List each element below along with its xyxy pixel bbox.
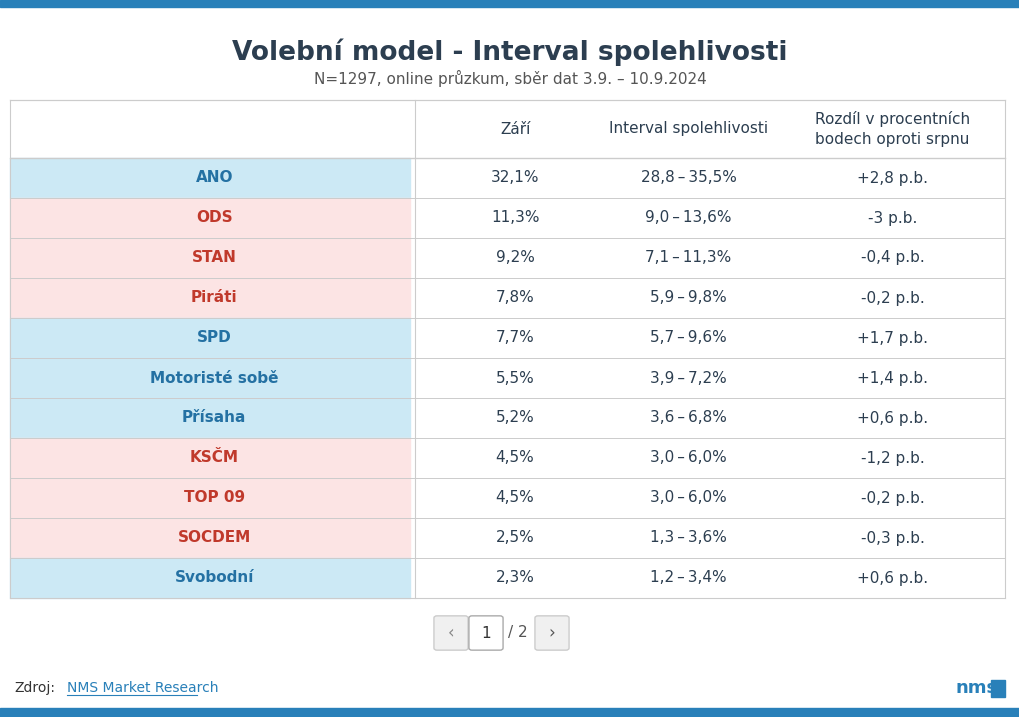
Text: TOP 09: TOP 09 (183, 490, 245, 505)
Text: +1,4 p.b.: +1,4 p.b. (856, 371, 927, 386)
Bar (10, 198, 410, 238)
Bar (10, 238, 410, 278)
Text: 9,2%: 9,2% (495, 250, 534, 265)
FancyBboxPatch shape (433, 616, 468, 650)
Text: 1: 1 (481, 625, 490, 640)
Text: -1,2 p.b.: -1,2 p.b. (860, 450, 923, 465)
Text: SOCDEM: SOCDEM (177, 531, 251, 546)
Text: -0,2 p.b.: -0,2 p.b. (860, 290, 923, 305)
Text: 3,0 – 6,0%: 3,0 – 6,0% (649, 490, 727, 505)
Text: 32,1%: 32,1% (490, 171, 539, 186)
FancyBboxPatch shape (534, 616, 569, 650)
Bar (990, 680, 1004, 696)
Text: 5,7 – 9,6%: 5,7 – 9,6% (649, 331, 727, 346)
Text: Motoristé sobě: Motoristé sobě (150, 371, 278, 386)
Text: 2,5%: 2,5% (495, 531, 534, 546)
Text: 5,5%: 5,5% (495, 371, 534, 386)
Bar (10, 518, 410, 558)
Text: NMS Market Research: NMS Market Research (67, 681, 218, 695)
Text: Rozdíl v procentních
bodech oproti srpnu: Rozdíl v procentních bodech oproti srpnu (814, 111, 969, 146)
Text: 5,2%: 5,2% (495, 411, 534, 425)
Text: +2,8 p.b.: +2,8 p.b. (856, 171, 927, 186)
Text: nms: nms (955, 679, 998, 697)
Bar (10, 278, 410, 318)
Text: 28,8 – 35,5%: 28,8 – 35,5% (640, 171, 736, 186)
Text: 9,0 – 13,6%: 9,0 – 13,6% (645, 211, 731, 226)
Text: 5,9 – 9,8%: 5,9 – 9,8% (649, 290, 727, 305)
Text: N=1297, online průzkum, sběr dat 3.9. – 10.9.2024: N=1297, online průzkum, sběr dat 3.9. – … (313, 70, 706, 87)
Text: 3,6 – 6,8%: 3,6 – 6,8% (649, 411, 727, 425)
Text: 7,1 – 11,3%: 7,1 – 11,3% (645, 250, 731, 265)
Text: Zdroj:: Zdroj: (14, 681, 55, 695)
Text: -0,4 p.b.: -0,4 p.b. (860, 250, 923, 265)
Text: Piráti: Piráti (191, 290, 237, 305)
Text: 1,2 – 3,4%: 1,2 – 3,4% (649, 571, 727, 586)
Text: 2,3%: 2,3% (495, 571, 534, 586)
Text: Svobodní: Svobodní (174, 571, 254, 586)
Text: 1,3 – 3,6%: 1,3 – 3,6% (649, 531, 727, 546)
Text: Interval spolehlivosti: Interval spolehlivosti (608, 121, 767, 136)
Text: ODS: ODS (196, 211, 232, 226)
Bar (0, 708, 1019, 717)
Bar (10, 158, 410, 198)
Text: 11,3%: 11,3% (490, 211, 539, 226)
Text: 4,5%: 4,5% (495, 450, 534, 465)
Bar (10, 358, 410, 398)
Text: +1,7 p.b.: +1,7 p.b. (856, 331, 927, 346)
Text: 4,5%: 4,5% (495, 490, 534, 505)
Text: Volební model - Interval spolehlivosti: Volební model - Interval spolehlivosti (232, 38, 787, 66)
Bar (0, 0, 1019, 7)
Text: ANO: ANO (196, 171, 232, 186)
Text: SPD: SPD (197, 331, 231, 346)
Text: STAN: STAN (192, 250, 236, 265)
Text: KSČM: KSČM (190, 450, 238, 465)
Text: 3,9 – 7,2%: 3,9 – 7,2% (649, 371, 727, 386)
Text: Září: Září (499, 121, 530, 136)
Text: +0,6 p.b.: +0,6 p.b. (856, 411, 927, 425)
Text: / 2: / 2 (507, 625, 527, 640)
Text: 3,0 – 6,0%: 3,0 – 6,0% (649, 450, 727, 465)
Bar (10, 478, 410, 518)
Bar (10, 438, 410, 478)
FancyBboxPatch shape (469, 616, 502, 650)
Text: -3 p.b.: -3 p.b. (867, 211, 916, 226)
Text: 7,8%: 7,8% (495, 290, 534, 305)
Text: 7,7%: 7,7% (495, 331, 534, 346)
Text: ›: › (548, 624, 554, 642)
Text: -0,3 p.b.: -0,3 p.b. (860, 531, 923, 546)
Text: ‹: ‹ (447, 624, 453, 642)
Text: -0,2 p.b.: -0,2 p.b. (860, 490, 923, 505)
Bar (10, 318, 410, 358)
Text: +0,6 p.b.: +0,6 p.b. (856, 571, 927, 586)
Bar (10, 558, 410, 598)
Bar (10, 398, 410, 438)
Text: Přísaha: Přísaha (181, 411, 247, 425)
